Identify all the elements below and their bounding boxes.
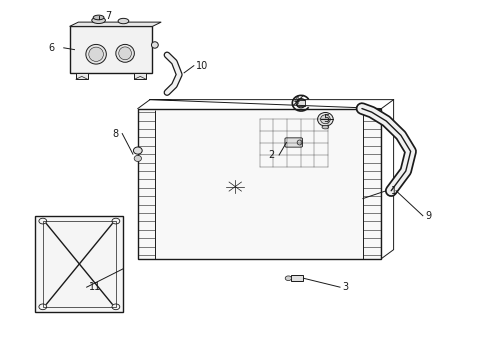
Text: 10: 10 <box>196 61 209 71</box>
Ellipse shape <box>133 147 142 154</box>
Ellipse shape <box>86 44 106 64</box>
Text: 5: 5 <box>323 114 329 124</box>
Bar <box>297 100 305 106</box>
Ellipse shape <box>89 47 103 62</box>
Ellipse shape <box>93 15 104 20</box>
Bar <box>43 221 116 307</box>
Text: 4: 4 <box>294 96 300 107</box>
Ellipse shape <box>92 17 105 23</box>
Ellipse shape <box>320 115 330 124</box>
Bar <box>35 216 123 312</box>
Text: 11: 11 <box>89 282 101 292</box>
Ellipse shape <box>118 18 129 24</box>
Bar <box>76 73 88 79</box>
Ellipse shape <box>119 47 131 60</box>
Ellipse shape <box>297 140 302 145</box>
Text: 3: 3 <box>343 282 348 292</box>
Text: 7: 7 <box>105 11 112 21</box>
Ellipse shape <box>322 125 329 129</box>
FancyBboxPatch shape <box>285 138 302 147</box>
Bar <box>134 73 146 79</box>
Polygon shape <box>70 22 161 26</box>
Ellipse shape <box>151 42 158 48</box>
Ellipse shape <box>134 156 142 162</box>
Text: 8: 8 <box>112 129 118 139</box>
Bar <box>138 109 381 258</box>
Text: 9: 9 <box>425 211 431 221</box>
Bar <box>70 26 152 73</box>
Ellipse shape <box>318 112 333 126</box>
Ellipse shape <box>285 276 292 280</box>
Text: 2: 2 <box>268 150 274 160</box>
Text: 1: 1 <box>391 186 397 196</box>
Ellipse shape <box>116 44 134 62</box>
FancyBboxPatch shape <box>291 275 303 281</box>
Text: 6: 6 <box>49 43 55 53</box>
